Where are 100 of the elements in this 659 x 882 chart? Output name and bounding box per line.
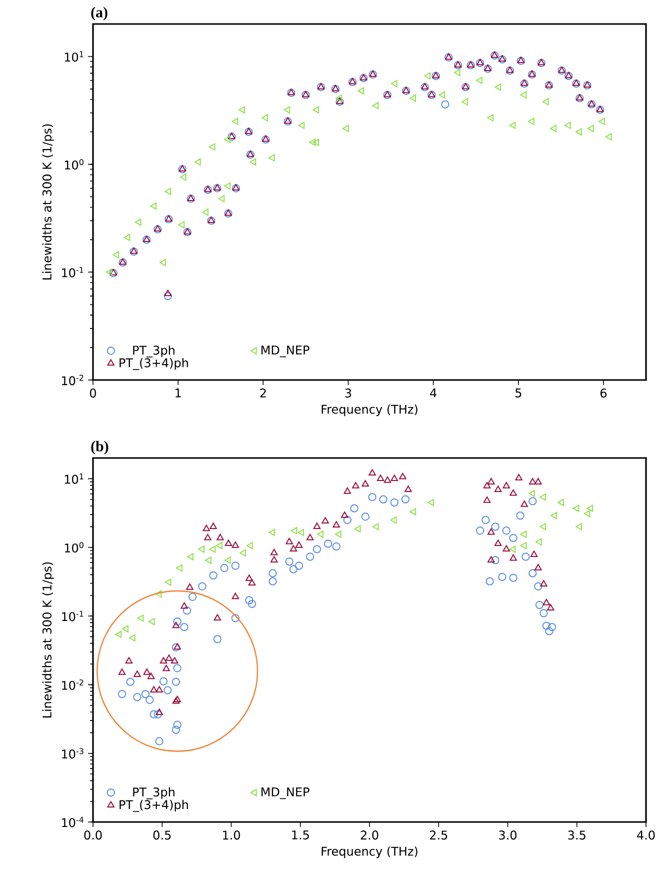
legend-label: PT_3ph <box>133 787 174 800</box>
point <box>148 618 155 626</box>
point <box>605 133 612 140</box>
y-axis-title: Linewidths at 300 K (1/ps) <box>42 124 54 280</box>
legend-label: PT_(3+4)ph <box>120 358 188 370</box>
y-tick-label: 10$^{-3}$ <box>62 748 84 759</box>
point <box>137 614 144 622</box>
x-axis-title: Frequency (THz) <box>322 846 418 858</box>
point <box>232 118 238 126</box>
point <box>390 516 397 524</box>
point <box>176 564 182 572</box>
point <box>198 546 205 553</box>
point <box>164 578 172 586</box>
point <box>115 630 122 638</box>
x-tick-label: 1.5 <box>292 830 309 840</box>
point <box>134 218 142 226</box>
x-tick-label: 6 <box>600 388 607 398</box>
point <box>520 530 527 538</box>
point <box>205 556 212 564</box>
point <box>576 523 582 530</box>
point <box>187 553 194 560</box>
point <box>509 546 516 553</box>
point <box>520 91 527 99</box>
point <box>202 208 208 216</box>
y-tick-label: 10$^{-4}$ <box>62 816 84 828</box>
y-tick-label: 10$^{-2}$ <box>62 374 84 386</box>
point <box>218 195 225 202</box>
point <box>540 523 546 530</box>
point <box>540 493 546 501</box>
point <box>284 106 290 114</box>
point <box>334 530 342 538</box>
point <box>494 83 502 91</box>
point <box>224 182 231 190</box>
point <box>180 174 186 181</box>
point <box>268 154 275 162</box>
point <box>208 143 216 151</box>
point <box>550 124 556 132</box>
x-tick-label: 2.5 <box>430 830 448 840</box>
point <box>428 498 434 506</box>
point <box>164 290 172 296</box>
point <box>476 76 482 84</box>
point <box>487 114 494 122</box>
point <box>520 542 527 550</box>
y-tick-label: 10$^{1}$ <box>64 51 84 62</box>
legend-label: MD_NEP <box>262 787 310 800</box>
point <box>454 68 460 76</box>
point <box>122 625 128 632</box>
x-tick-label: 3 <box>345 388 352 398</box>
point <box>542 98 549 106</box>
x-tick-label: 2 <box>260 388 266 398</box>
point <box>160 258 166 266</box>
point <box>268 528 276 536</box>
x-tick-label: 5 <box>515 388 522 398</box>
point <box>309 138 316 146</box>
point <box>298 528 304 536</box>
point <box>390 80 398 88</box>
point <box>194 158 201 166</box>
point <box>298 122 305 129</box>
point <box>336 94 342 102</box>
y-tick-label: 10$^{0}$ <box>64 159 84 170</box>
point <box>424 72 431 80</box>
point <box>586 504 593 512</box>
y-tick-label: 10$^{0}$ <box>64 542 84 553</box>
point <box>410 508 416 516</box>
chart-title: (b) <box>91 440 108 454</box>
point <box>558 498 564 506</box>
point <box>155 590 162 598</box>
chart-title: (a) <box>91 6 108 20</box>
point <box>262 114 268 122</box>
point <box>535 538 542 546</box>
point <box>250 158 256 166</box>
y-tick-label: 10$^{1}$ <box>64 473 84 484</box>
point <box>564 122 571 129</box>
y-tick-label: 10$^{-1}$ <box>62 266 84 278</box>
y-tick-label: 10$^{-1}$ <box>62 610 84 622</box>
point <box>441 100 450 108</box>
point <box>462 98 468 106</box>
point <box>224 136 231 144</box>
point <box>112 251 120 258</box>
x-tick-label: 1.0 <box>223 830 240 840</box>
point <box>354 525 361 532</box>
point <box>312 138 320 146</box>
x-tick-label: 1 <box>176 388 181 398</box>
point <box>240 549 246 557</box>
point <box>178 221 185 228</box>
point <box>164 292 172 300</box>
legend-label: MD_NEP <box>262 346 310 358</box>
point <box>238 106 246 114</box>
x-axis-title: Frequency (THz) <box>322 404 418 416</box>
point <box>410 94 416 102</box>
y-axis-title: Linewidths at 300 K (1/ps) <box>42 562 54 718</box>
x-tick-label: 3.5 <box>568 830 586 840</box>
x-tick-label: 2.0 <box>360 830 378 840</box>
point <box>124 234 130 242</box>
x-tick-label: 0.0 <box>84 830 102 840</box>
point <box>372 102 379 110</box>
point <box>312 106 320 114</box>
point <box>584 510 590 518</box>
point <box>216 542 222 550</box>
point <box>246 542 253 550</box>
